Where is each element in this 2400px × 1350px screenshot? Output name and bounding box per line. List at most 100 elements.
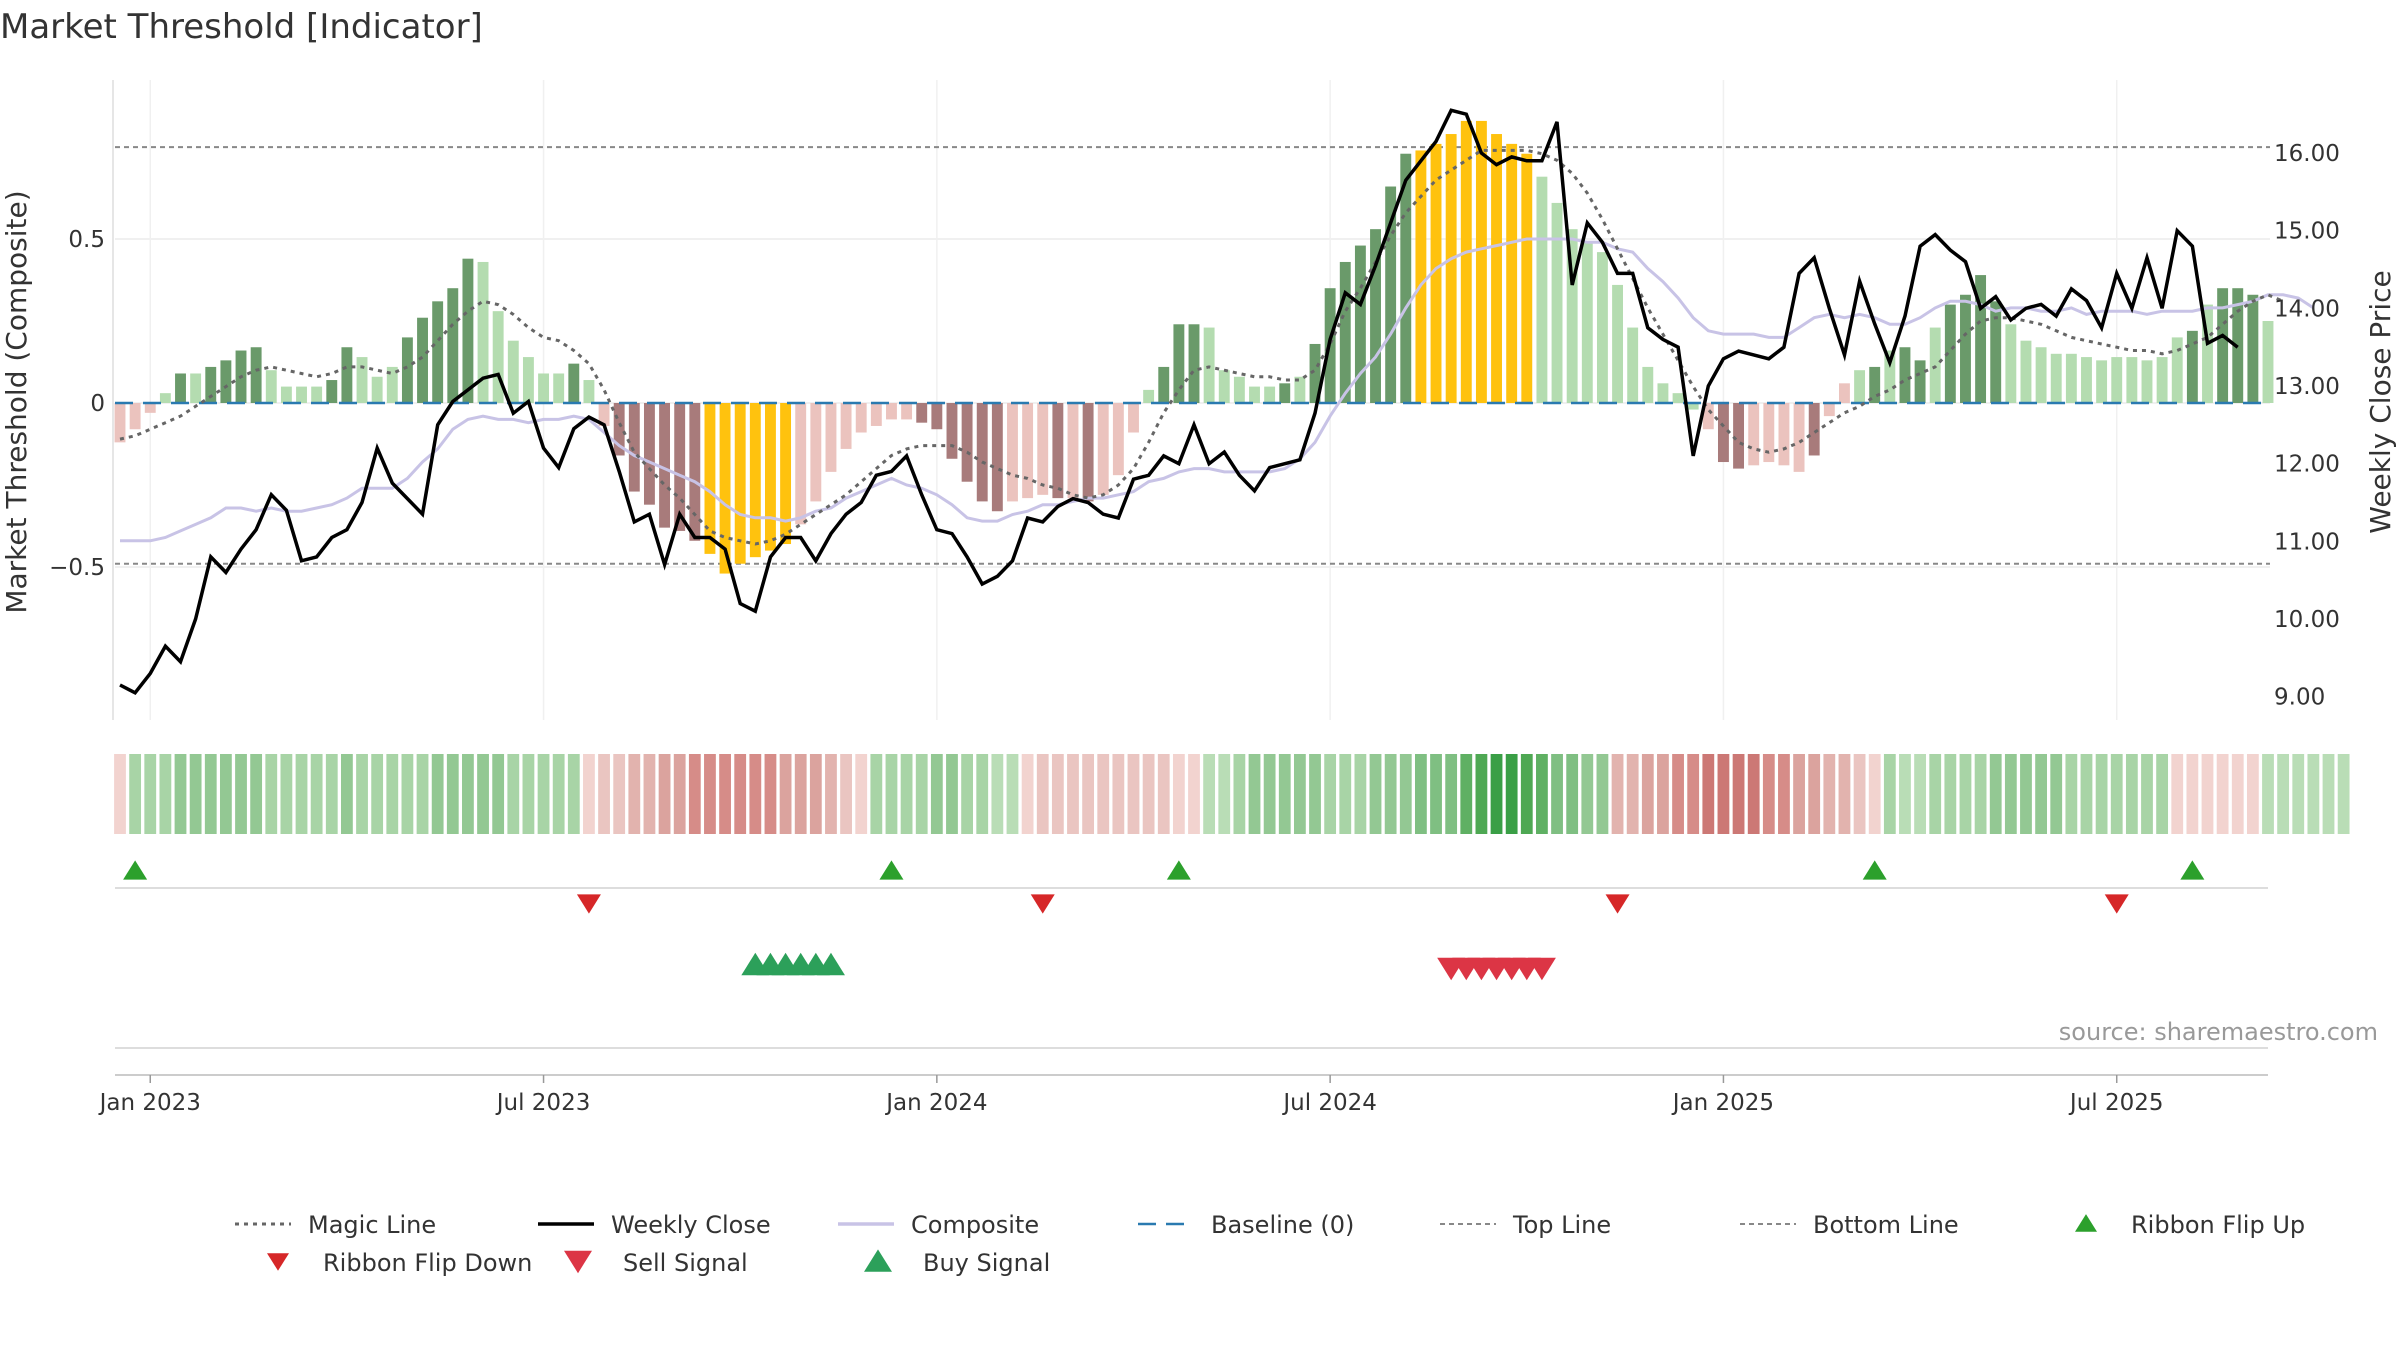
composite-bar-98 xyxy=(1596,252,1608,403)
composite-bar-89 xyxy=(1460,120,1472,404)
ribbon-cell-31 xyxy=(583,754,595,834)
ribbon-cell-52 xyxy=(900,754,913,834)
composite-bar-13 xyxy=(311,386,323,403)
composite-bar-100 xyxy=(1627,327,1639,403)
left-tick-label-0: 0.5 xyxy=(68,227,105,253)
composite-bar-29 xyxy=(553,373,565,403)
ribbon-cell-36 xyxy=(658,754,671,834)
legend-swatch-7 xyxy=(267,1253,289,1271)
composite-bar-18 xyxy=(386,366,398,403)
ribbon-flip-up-marker-1 xyxy=(879,860,904,880)
composite-bar-11 xyxy=(280,386,292,403)
ribbon-cell-29 xyxy=(552,754,565,834)
composite-bar-91 xyxy=(1491,134,1502,404)
ribbon-cell-34 xyxy=(628,754,641,834)
composite-bar-116 xyxy=(1869,366,1881,403)
composite-bar-110 xyxy=(1778,403,1790,466)
ribbon-cell-73 xyxy=(1218,754,1231,834)
composite-bar-81 xyxy=(1339,261,1351,403)
ribbon-cell-122 xyxy=(1959,754,1972,834)
ribbon-cell-71 xyxy=(1188,754,1200,834)
right-tick-label-6: 10.00 xyxy=(2274,607,2340,633)
composite-bar-48 xyxy=(840,403,852,449)
weekly-close-line xyxy=(119,108,2239,696)
ribbon-cell-23 xyxy=(462,754,474,834)
buy-signal-marker-5 xyxy=(816,952,845,976)
source-note: source: sharemaestro.com xyxy=(2059,1018,2378,1046)
composite-bar-15 xyxy=(341,347,353,403)
ribbon-cell-16 xyxy=(356,754,368,834)
legend-item-5: Bottom Line xyxy=(1740,1211,1959,1239)
composite-bar-79 xyxy=(1309,343,1321,403)
ribbon-cell-1 xyxy=(129,754,142,834)
legend-swatch-9 xyxy=(864,1249,892,1272)
composite-bar-31 xyxy=(583,380,595,403)
ribbon-cell-143 xyxy=(2277,754,2290,834)
composite-bar-32 xyxy=(598,403,610,426)
ribbon-flip-down-marker-1 xyxy=(1030,894,1055,914)
ribbon-cell-54 xyxy=(930,754,943,834)
composite-bar-41 xyxy=(734,403,746,564)
composite-bar-7 xyxy=(220,360,232,403)
composite-bar-56 xyxy=(961,403,973,482)
composite-bar-135 xyxy=(2156,357,2168,403)
ribbon-cell-7 xyxy=(219,754,232,834)
ribbon-cell-105 xyxy=(1702,754,1715,834)
ribbon-cell-13 xyxy=(310,754,323,834)
ribbon-cell-6 xyxy=(204,754,217,834)
composite-bar-64 xyxy=(1082,403,1094,502)
ribbon-cell-79 xyxy=(1309,754,1321,834)
ribbon-cell-81 xyxy=(1339,754,1352,834)
composite-bar-51 xyxy=(886,403,897,420)
composite-bar-87 xyxy=(1430,143,1442,403)
ribbon-cell-78 xyxy=(1293,754,1306,834)
ribbon-cell-139 xyxy=(2216,754,2229,834)
composite-bar-118 xyxy=(1899,347,1911,403)
composite-bar-73 xyxy=(1218,370,1230,403)
ribbon-cell-9 xyxy=(250,754,263,834)
composite-bar-123 xyxy=(1975,275,1987,403)
composite-bar-42 xyxy=(749,403,761,558)
x-tick-label-4: Jan 2025 xyxy=(1671,1090,1774,1116)
ribbon-cell-39 xyxy=(704,754,716,834)
ribbon-cell-96 xyxy=(1566,754,1579,834)
composite-bar-53 xyxy=(916,403,928,423)
legend-item-1: Weekly Close xyxy=(538,1211,771,1239)
ribbon-cell-58 xyxy=(991,754,1004,834)
ribbon-cell-117 xyxy=(1883,754,1896,834)
ribbon-cell-140 xyxy=(2231,754,2244,834)
ribbon-cell-0 xyxy=(114,754,126,834)
ribbon-cell-93 xyxy=(1520,754,1533,834)
ribbon-cell-62 xyxy=(1051,754,1064,834)
ribbon-cell-24 xyxy=(477,754,489,834)
composite-bar-25 xyxy=(492,311,504,403)
ribbon-cell-67 xyxy=(1127,754,1140,834)
composite-bar-117 xyxy=(1884,350,1896,403)
composite-bar-83 xyxy=(1370,229,1381,403)
composite-bar-62 xyxy=(1052,403,1064,499)
ribbon-cell-144 xyxy=(2292,754,2305,834)
ribbon-cell-45 xyxy=(794,754,807,834)
ribbon-cell-136 xyxy=(2171,754,2184,834)
composite-bar-14 xyxy=(326,380,338,403)
ribbon-cell-133 xyxy=(2125,754,2138,834)
ribbon-cell-99 xyxy=(1611,754,1624,834)
ribbon-cell-91 xyxy=(1490,754,1503,834)
composite-bar-57 xyxy=(976,403,988,502)
legend-item-0: Magic Line xyxy=(235,1211,436,1239)
ribbon-cell-25 xyxy=(492,754,505,834)
composite-bar-92 xyxy=(1506,143,1518,403)
composite-bar-21 xyxy=(432,301,444,403)
legend-item-9: Buy Signal xyxy=(864,1249,1050,1277)
composite-bar-44 xyxy=(780,403,792,545)
composite-bar-121 xyxy=(1944,304,1956,403)
composite-bar-47 xyxy=(825,403,837,472)
ribbon-cell-11 xyxy=(280,754,293,834)
composite-bar-102 xyxy=(1657,383,1669,403)
ribbon-cell-116 xyxy=(1868,754,1881,834)
ribbon-cell-46 xyxy=(809,754,822,834)
ribbon-cell-77 xyxy=(1278,754,1291,834)
ribbon-cell-4 xyxy=(174,754,187,834)
ribbon-cell-28 xyxy=(537,754,550,834)
ribbon-cell-130 xyxy=(2080,754,2093,834)
